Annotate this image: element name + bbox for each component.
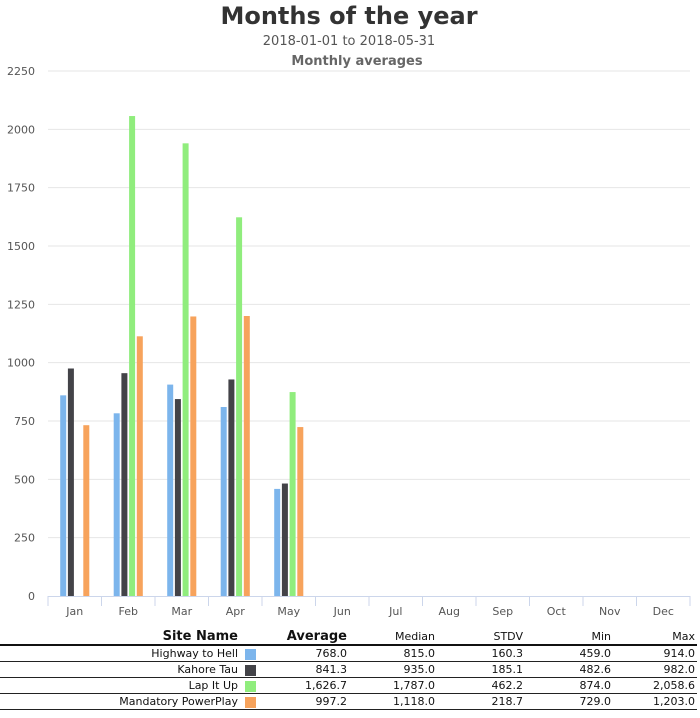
site-name: Lap It Up <box>0 677 240 694</box>
chart-subtitle-secondary: Monthly averages <box>291 54 422 69</box>
y-tick-label: 2250 <box>7 65 35 78</box>
bars <box>60 116 304 597</box>
axes: 0 250 500 750 1000 1250 1500 1750 2000 2250 Jan Feb… <box>7 65 691 618</box>
bar <box>129 116 136 597</box>
site-name: Highway to Hell <box>0 645 240 662</box>
bar <box>297 427 304 596</box>
chart-subtitle: 2018-01-01 to 2018-05-31 <box>263 34 435 49</box>
min-value: 459.0 <box>525 645 613 662</box>
table-row: Mandatory PowerPlay 997.2 1,118.0 218.7 … <box>0 693 697 710</box>
x-tick-label: Aug <box>439 605 460 618</box>
average-value: 1,626.7 <box>260 677 349 694</box>
bar <box>228 379 235 596</box>
bar <box>136 336 143 596</box>
bar <box>83 425 90 596</box>
x-tick-label: Feb <box>119 605 138 618</box>
bar <box>67 368 74 596</box>
series-swatch <box>244 680 256 692</box>
x-tick-label: Oct <box>547 605 567 618</box>
y-tick-label: 1000 <box>7 357 35 370</box>
bar <box>167 384 174 596</box>
max-value: 2,058.6 <box>613 677 697 694</box>
min-value: 874.0 <box>525 677 613 694</box>
y-tick-label: 500 <box>14 473 35 486</box>
median-value: 935.0 <box>349 661 437 678</box>
y-tick-label: 1750 <box>7 182 35 195</box>
stats-table: Site Name Average Median STDV Min Max Hi… <box>0 629 697 710</box>
series-swatch <box>244 696 256 708</box>
y-tick-label: 250 <box>14 532 35 545</box>
y-tick-label: 750 <box>14 415 35 428</box>
x-tick-label: Apr <box>226 605 246 618</box>
x-tick-label: Dec <box>653 605 674 618</box>
table-row: Highway to Hell 768.0 815.0 160.3 459.0 … <box>0 645 697 662</box>
bar <box>243 316 250 596</box>
grid-lines <box>48 70 690 539</box>
average-value: 997.2 <box>260 693 349 710</box>
stats-table-header-row: Site Name Average Median STDV Min Max <box>0 629 697 646</box>
y-tick-label: 1250 <box>7 298 35 311</box>
bar <box>174 399 181 596</box>
bar <box>281 483 288 596</box>
bar <box>190 316 197 596</box>
bar <box>289 392 296 596</box>
header-min: Min <box>525 629 613 646</box>
average-value: 768.0 <box>260 645 349 662</box>
bar <box>60 395 67 596</box>
table-row: Kahore Tau 841.3 935.0 185.1 482.6 982.0 <box>0 661 697 678</box>
site-name: Mandatory PowerPlay <box>0 693 240 710</box>
bar <box>236 217 243 597</box>
median-value: 1,787.0 <box>349 677 437 694</box>
x-tick-label: Sep <box>492 605 513 618</box>
max-value: 982.0 <box>613 661 697 678</box>
header-site-name: Site Name <box>0 629 240 646</box>
header-median: Median <box>349 629 437 646</box>
x-tick-label: Jun <box>333 605 351 618</box>
bar <box>113 413 120 596</box>
series-swatch <box>244 664 256 676</box>
stdv-value: 462.2 <box>437 677 525 694</box>
stdv-value: 160.3 <box>437 645 525 662</box>
min-value: 729.0 <box>525 693 613 710</box>
header-average: Average <box>260 629 349 646</box>
bar <box>182 143 189 597</box>
average-value: 841.3 <box>260 661 349 678</box>
bar <box>220 407 227 596</box>
header-max: Max <box>613 629 697 646</box>
x-tick-label: Nov <box>599 605 621 618</box>
y-tick-label: 2000 <box>7 123 35 136</box>
site-name: Kahore Tau <box>0 661 240 678</box>
max-value: 914.0 <box>613 645 697 662</box>
y-tick-label: 0 <box>28 590 35 603</box>
max-value: 1,203.0 <box>613 693 697 710</box>
stdv-value: 185.1 <box>437 661 525 678</box>
header-swatch <box>240 629 260 646</box>
stdv-value: 218.7 <box>437 693 525 710</box>
bar-chart: Months of the year 2018-01-01 to 2018-05… <box>7 2 691 618</box>
x-tick-label: Mar <box>171 605 192 618</box>
min-value: 482.6 <box>525 661 613 678</box>
table-row: Lap It Up 1,626.7 1,787.0 462.2 874.0 2,… <box>0 677 697 694</box>
chart-title: Months of the year <box>220 2 477 30</box>
median-value: 1,118.0 <box>349 693 437 710</box>
header-stdv: STDV <box>437 629 525 646</box>
x-tick-label: Jul <box>388 605 402 618</box>
bar <box>121 373 128 596</box>
x-tick-label: May <box>277 605 300 618</box>
series-swatch <box>244 648 256 660</box>
median-value: 815.0 <box>349 645 437 662</box>
bar <box>274 488 281 596</box>
x-tick-label: Jan <box>65 605 83 618</box>
y-tick-label: 1500 <box>7 240 35 253</box>
